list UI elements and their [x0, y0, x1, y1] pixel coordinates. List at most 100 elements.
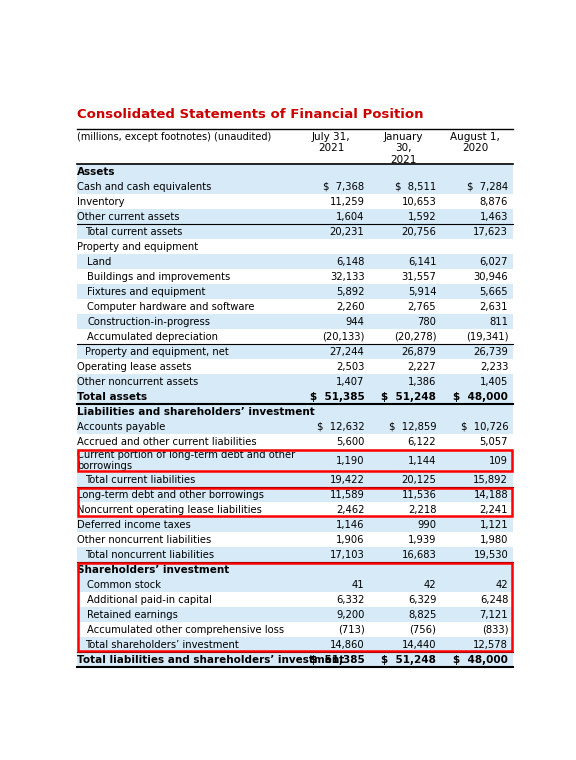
Text: (833): (833): [482, 625, 508, 635]
Text: Additional paid-in capital: Additional paid-in capital: [87, 594, 212, 605]
Text: Cash and cash equivalents: Cash and cash equivalents: [77, 182, 212, 192]
Text: 5,892: 5,892: [336, 287, 365, 296]
Text: January
30,
2021: January 30, 2021: [383, 131, 423, 165]
Text: 7,121: 7,121: [480, 610, 508, 619]
Text: $  51,248: $ 51,248: [381, 391, 436, 401]
Text: $  7,368: $ 7,368: [323, 182, 365, 192]
Text: $  12,859: $ 12,859: [389, 422, 436, 432]
Text: 5,600: 5,600: [336, 436, 365, 447]
Bar: [78, 450, 512, 471]
Text: Common stock: Common stock: [87, 580, 161, 590]
Text: Land: Land: [87, 257, 112, 267]
Text: Total liabilities and shareholders’ investment: Total liabilities and shareholders’ inve…: [77, 654, 344, 664]
Text: $  51,385: $ 51,385: [310, 654, 365, 664]
Text: 15,892: 15,892: [473, 475, 508, 485]
Text: Property and equipment, net: Property and equipment, net: [85, 347, 229, 356]
Text: Other current assets: Other current assets: [77, 212, 180, 222]
Bar: [77, 449, 513, 472]
Bar: [77, 314, 513, 329]
Text: Construction-in-progress: Construction-in-progress: [87, 317, 210, 327]
Bar: [77, 487, 513, 502]
Text: 20,231: 20,231: [329, 226, 365, 237]
Text: 6,329: 6,329: [408, 594, 436, 605]
Text: Total shareholders’ investment: Total shareholders’ investment: [85, 640, 239, 650]
Text: 6,122: 6,122: [408, 436, 436, 447]
Text: 17,103: 17,103: [329, 549, 365, 559]
Text: 27,244: 27,244: [329, 347, 365, 356]
Text: 1,604: 1,604: [336, 212, 365, 222]
Bar: [77, 164, 513, 179]
Text: 8,876: 8,876: [480, 197, 508, 207]
Text: 31,557: 31,557: [401, 272, 436, 282]
Text: 10,653: 10,653: [401, 197, 436, 207]
Text: 1,980: 1,980: [480, 535, 508, 545]
Bar: [77, 547, 513, 562]
Bar: [77, 607, 513, 622]
Bar: [77, 389, 513, 404]
Text: 1,190: 1,190: [336, 456, 365, 466]
Text: $  10,726: $ 10,726: [461, 422, 508, 432]
Text: $  12,632: $ 12,632: [317, 422, 365, 432]
Text: 2,233: 2,233: [480, 362, 508, 372]
Bar: [77, 209, 513, 224]
Text: 811: 811: [489, 317, 508, 327]
Text: 19,530: 19,530: [473, 549, 508, 559]
Text: 5,665: 5,665: [480, 287, 508, 296]
Text: Fixtures and equipment: Fixtures and equipment: [87, 287, 206, 296]
Bar: [77, 518, 513, 532]
Text: 26,739: 26,739: [473, 347, 508, 356]
Text: 1,939: 1,939: [408, 535, 436, 545]
Text: August 1,
2020: August 1, 2020: [450, 131, 500, 154]
Text: (20,133): (20,133): [322, 331, 365, 342]
Text: (20,278): (20,278): [394, 331, 436, 342]
Text: (756): (756): [410, 625, 436, 635]
Text: Consolidated Statements of Financial Position: Consolidated Statements of Financial Pos…: [77, 108, 424, 121]
Text: (19,341): (19,341): [465, 331, 508, 342]
Bar: [77, 419, 513, 434]
Text: 11,536: 11,536: [401, 489, 436, 500]
Text: 780: 780: [418, 317, 436, 327]
Text: 1,121: 1,121: [480, 520, 508, 530]
Text: 6,332: 6,332: [336, 594, 365, 605]
Text: Total current liabilities: Total current liabilities: [85, 475, 196, 485]
Bar: [78, 563, 512, 651]
Text: 20,756: 20,756: [401, 226, 436, 237]
Text: 1,463: 1,463: [480, 212, 508, 222]
Text: 14,860: 14,860: [330, 640, 365, 650]
Text: 20,125: 20,125: [401, 475, 436, 485]
Text: Retained earnings: Retained earnings: [87, 610, 178, 619]
Text: 6,148: 6,148: [336, 257, 365, 267]
Text: 2,227: 2,227: [408, 362, 436, 372]
Text: 1,407: 1,407: [336, 377, 365, 387]
Text: (713): (713): [338, 625, 365, 635]
Text: 32,133: 32,133: [330, 272, 365, 282]
Text: 2,241: 2,241: [480, 505, 508, 515]
Text: 1,386: 1,386: [408, 377, 436, 387]
Text: 17,623: 17,623: [473, 226, 508, 237]
Text: Total noncurrent liabilities: Total noncurrent liabilities: [85, 549, 214, 559]
Text: 6,248: 6,248: [480, 594, 508, 605]
Text: Long-term debt and other borrowings: Long-term debt and other borrowings: [77, 489, 264, 500]
Text: Noncurrent operating lease liabilities: Noncurrent operating lease liabilities: [77, 505, 262, 515]
Text: 109: 109: [489, 456, 508, 466]
Text: 11,589: 11,589: [329, 489, 365, 500]
Text: Accumulated depreciation: Accumulated depreciation: [87, 331, 218, 342]
Text: 944: 944: [346, 317, 365, 327]
Text: 42: 42: [424, 580, 436, 590]
Text: 2,765: 2,765: [408, 302, 436, 312]
Bar: [77, 472, 513, 487]
Text: 12,578: 12,578: [473, 640, 508, 650]
Bar: [77, 637, 513, 652]
Text: (millions, except footnotes) (unaudited): (millions, except footnotes) (unaudited): [77, 132, 272, 142]
Text: 1,144: 1,144: [408, 456, 436, 466]
Text: $  48,000: $ 48,000: [453, 391, 508, 401]
Text: Computer hardware and software: Computer hardware and software: [87, 302, 255, 312]
Text: 9,200: 9,200: [336, 610, 365, 619]
Text: 2,462: 2,462: [336, 505, 365, 515]
Text: 19,422: 19,422: [329, 475, 365, 485]
Bar: [77, 652, 513, 667]
Text: Total assets: Total assets: [77, 391, 147, 401]
Text: 990: 990: [417, 520, 436, 530]
Text: 1,906: 1,906: [336, 535, 365, 545]
Text: Current portion of long-term debt and other
borrowings: Current portion of long-term debt and ot…: [77, 450, 295, 471]
